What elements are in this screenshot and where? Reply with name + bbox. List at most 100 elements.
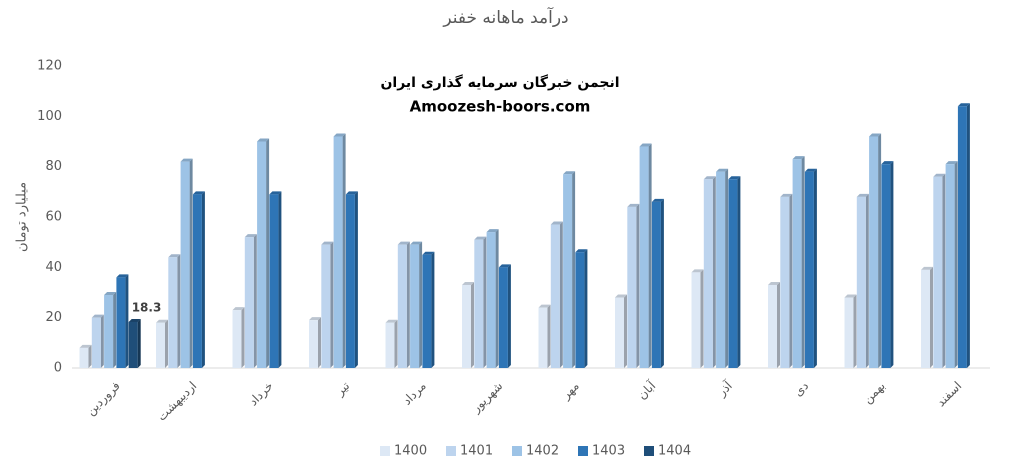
- bar-top: [91, 314, 104, 318]
- bar-side: [431, 251, 435, 368]
- bar-top: [804, 168, 817, 172]
- bar-top: [156, 319, 168, 323]
- bar-top: [397, 241, 410, 245]
- bar: [881, 164, 891, 368]
- bar: [168, 257, 178, 368]
- bar-top: [768, 281, 780, 285]
- legend-label: 1401: [460, 444, 493, 459]
- bar: [844, 297, 854, 368]
- bar: [232, 310, 242, 368]
- bar: [856, 196, 866, 368]
- bar-top: [333, 133, 346, 137]
- x-tick-label: بهمن: [860, 379, 888, 407]
- bar-side: [266, 138, 270, 368]
- bar: [474, 239, 484, 368]
- x-tick-label: دی: [791, 379, 811, 399]
- bar-side: [878, 133, 882, 368]
- bar-top: [957, 103, 970, 107]
- bar-top: [538, 304, 551, 308]
- y-tick-label: 20: [45, 310, 62, 325]
- bar-top: [563, 171, 576, 175]
- bar-top: [180, 158, 193, 162]
- bar: [462, 284, 471, 368]
- bar-side: [241, 307, 245, 368]
- bar-top: [728, 176, 741, 180]
- x-tick-label: آذر: [713, 378, 736, 401]
- bar-top: [627, 203, 640, 207]
- bar-side: [547, 304, 551, 368]
- annotation: انجمن خبرگان سرمایه گذاری ایران: [380, 74, 619, 91]
- bar: [244, 237, 254, 368]
- bar: [691, 272, 701, 368]
- bar-side: [278, 191, 282, 368]
- bar-side: [125, 274, 129, 368]
- bar: [91, 317, 101, 368]
- bar-side: [700, 269, 704, 368]
- bar: [945, 164, 955, 368]
- y-axis-label: میلیارد تومان: [15, 182, 30, 252]
- bar-top: [615, 294, 627, 298]
- bar-top: [232, 307, 245, 311]
- bar: [804, 171, 814, 368]
- bar-side: [483, 236, 487, 368]
- data-label: 18.3: [132, 300, 162, 314]
- y-tick-label: 80: [45, 159, 62, 174]
- bar-top: [104, 292, 117, 296]
- bar-side: [954, 161, 958, 368]
- bar-top: [639, 143, 652, 147]
- bar: [192, 194, 202, 368]
- legend-label: 1402: [526, 444, 559, 459]
- bar-side: [201, 191, 205, 368]
- bar-top: [79, 344, 92, 348]
- bar-top: [422, 251, 435, 255]
- bar-side: [801, 156, 805, 368]
- bar: [716, 171, 726, 368]
- y-tick-label: 100: [37, 109, 62, 124]
- bar-side: [406, 241, 410, 368]
- bar-top: [703, 176, 716, 180]
- bar-top: [498, 264, 511, 268]
- bar-top: [856, 193, 869, 197]
- bar-side: [88, 344, 92, 368]
- bar-top: [410, 241, 423, 245]
- bar: [116, 277, 126, 368]
- bar: [538, 307, 548, 368]
- bar: [257, 141, 267, 368]
- bar-side: [137, 318, 141, 368]
- bar-side: [559, 221, 563, 368]
- x-tick-label: آبان: [634, 378, 659, 403]
- legend-label: 1404: [658, 444, 691, 459]
- bar-top: [309, 317, 321, 321]
- bar-top: [881, 161, 894, 165]
- bar-side: [813, 168, 817, 368]
- bar-top: [945, 161, 958, 165]
- bar-top: [486, 229, 499, 233]
- bar-top: [385, 319, 398, 323]
- bar: [498, 267, 508, 368]
- bar-top: [792, 156, 805, 160]
- bar-side: [725, 168, 729, 368]
- bar-top: [844, 294, 857, 298]
- legend-swatch: [644, 446, 654, 456]
- bar: [780, 196, 790, 368]
- bar-side: [495, 229, 499, 368]
- bar-top: [691, 269, 704, 273]
- bar-side: [189, 158, 193, 368]
- bar-side: [789, 193, 793, 368]
- x-tick-label: خرداد: [246, 379, 276, 409]
- bar: [563, 174, 573, 368]
- y-tick-label: 40: [45, 260, 62, 275]
- bar-top: [321, 241, 334, 245]
- bar-top: [933, 173, 946, 177]
- bar-top: [869, 133, 882, 137]
- bar-side: [624, 294, 627, 368]
- x-tick-label: مرداد: [400, 379, 430, 409]
- y-tick-label: 60: [45, 210, 62, 225]
- bar: [703, 179, 713, 368]
- bar-side: [777, 281, 780, 368]
- bar: [639, 146, 649, 368]
- bar-side: [584, 249, 588, 368]
- bar: [792, 159, 802, 368]
- legend-swatch: [578, 446, 588, 456]
- bar-top: [168, 254, 181, 258]
